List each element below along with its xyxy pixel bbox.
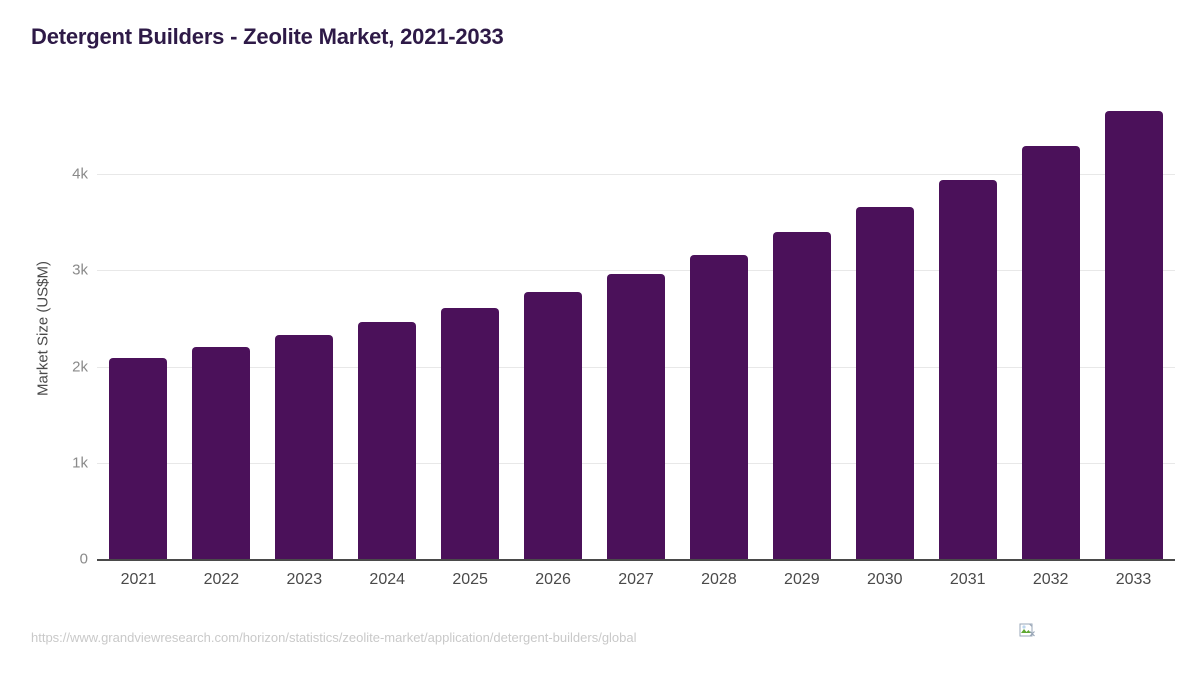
bar-2027[interactable] (607, 274, 665, 559)
bar-2032[interactable] (1021, 146, 1080, 559)
y-tick-label: 2k (72, 358, 88, 376)
bar-2030[interactable] (855, 206, 914, 559)
page-title: Detergent Builders - Zeolite Market, 202… (31, 24, 504, 49)
y-tick-label: 0 (79, 550, 88, 568)
y-tick-label: 3k (72, 261, 88, 279)
bar-2021[interactable] (109, 357, 168, 559)
x-tick-label-2032: 2032 (1032, 571, 1069, 588)
x-tick-label-2025: 2025 (452, 571, 488, 588)
x-tick-label-2030: 2030 (866, 571, 903, 588)
x-tick-label-2022: 2022 (203, 571, 240, 588)
bar-2028[interactable] (689, 255, 748, 559)
bar-2031[interactable] (938, 179, 997, 559)
bar-2022[interactable] (192, 347, 251, 559)
x-axis-baseline (97, 559, 1175, 561)
x-tick-label-2023: 2023 (286, 571, 323, 588)
x-tick-label-2024: 2024 (369, 571, 406, 588)
x-tick-label-2033: 2033 (1115, 571, 1152, 588)
x-tick-label-2026: 2026 (535, 571, 571, 588)
x-tick-label-2021: 2021 (120, 571, 157, 588)
bar-2029[interactable] (772, 231, 831, 559)
x-tick-label-2027: 2027 (618, 571, 654, 588)
y-tick-label: 4k (72, 165, 88, 183)
bar-2024[interactable] (358, 322, 417, 559)
bar-2033[interactable] (1104, 110, 1163, 559)
source-url[interactable]: https://www.grandviewresearch.com/horizo… (31, 630, 637, 645)
bar-2026[interactable] (524, 291, 583, 559)
y-tick-label: 1k (72, 454, 88, 472)
x-tick-label-2028: 2028 (701, 571, 737, 588)
x-tick-label-2031: 2031 (949, 571, 986, 588)
x-tick-label-2029: 2029 (784, 571, 820, 588)
bar-2023[interactable] (275, 334, 334, 559)
bar-2025[interactable] (441, 307, 500, 559)
broken-image-icon (1019, 622, 1036, 639)
gridline (97, 174, 1175, 176)
gridline (97, 270, 1175, 272)
